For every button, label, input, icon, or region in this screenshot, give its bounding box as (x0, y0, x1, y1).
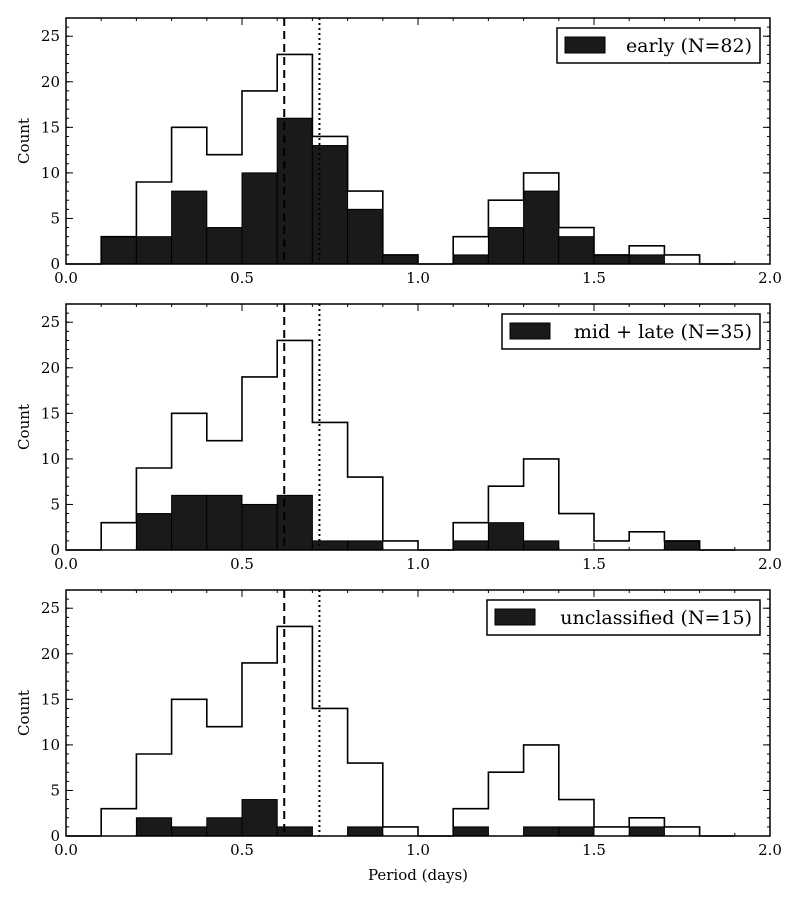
y-tick-label: 5 (50, 209, 60, 227)
y-tick-label: 5 (50, 781, 60, 799)
legend-label: unclassified (N=15) (560, 607, 752, 629)
subset-bar (206, 817, 243, 837)
y-tick-label: 0 (50, 827, 60, 845)
subset-bar (487, 522, 525, 551)
subset-bar (276, 826, 313, 837)
y-tick-label: 10 (41, 736, 60, 754)
subset-bar (558, 236, 595, 265)
subset-bar (241, 503, 278, 551)
y-tick-label: 0 (50, 255, 60, 273)
y-tick-label: 25 (41, 27, 60, 45)
y-axis-label: Count (15, 690, 33, 736)
y-tick-label: 25 (41, 599, 60, 617)
subset-bar (487, 227, 525, 265)
y-tick-label: 15 (41, 690, 60, 708)
x-tick-label: 2.0 (758, 841, 782, 859)
y-tick-label: 20 (41, 645, 60, 663)
legend-label: mid + late (N=35) (574, 321, 752, 343)
subset-bar (171, 190, 208, 265)
subset-bar (135, 513, 173, 551)
x-tick-label: 2.0 (758, 269, 782, 287)
subset-bar (276, 494, 313, 551)
legend-swatch (564, 36, 606, 54)
legend-label: early (N=82) (626, 35, 752, 57)
y-tick-label: 20 (41, 359, 60, 377)
panel-early: 0.0 0.5 1.0 1.5 2.0 0 5 10 15 20 25 Count early (N=8… (15, 17, 782, 287)
all-stars-outline (66, 53, 735, 265)
y-tick-label: 0 (50, 541, 60, 559)
y-tick-label: 10 (41, 450, 60, 468)
subset-bar (171, 494, 208, 551)
y-tick-label: 10 (41, 164, 60, 182)
subset-bar (523, 190, 560, 265)
subset-bar (347, 540, 384, 551)
panel-unclassified: 0.0 0.5 1.0 1.5 2.0 0 5 10 15 20 25 Count unclassifi… (15, 589, 782, 859)
x-tick-label: 1.5 (582, 269, 606, 287)
panel-mid-late: 0.0 0.5 1.0 1.5 2.0 0 5 10 15 20 25 Count mid + late… (15, 303, 782, 573)
plot-frame (65, 17, 771, 265)
x-tick-label: 1.5 (582, 555, 606, 573)
subset-bar (311, 540, 349, 551)
x-tick-label: 1.0 (406, 269, 430, 287)
subset-bar (628, 826, 665, 837)
x-tick-label: 0.5 (230, 841, 254, 859)
subset-bar (100, 236, 137, 265)
x-tick-label: 1.0 (406, 555, 430, 573)
legend-box (556, 27, 761, 64)
subset-bar (276, 117, 313, 265)
subset-bar (347, 208, 384, 265)
y-tick-label: 15 (41, 404, 60, 422)
subset-bar (135, 817, 173, 837)
subset-bar (558, 826, 595, 837)
subset-bar (452, 254, 489, 265)
y-tick-label: 20 (41, 73, 60, 91)
y-axis-label: Count (15, 404, 33, 450)
x-tick-label: 0.5 (230, 269, 254, 287)
legend-swatch (494, 608, 536, 626)
y-axis-label: Count (15, 118, 33, 164)
subset-bar (135, 236, 173, 265)
subset-bar (452, 826, 489, 837)
subset-bar (241, 172, 278, 265)
x-tick-label: 0.0 (54, 555, 78, 573)
plot-frame (65, 303, 771, 551)
subset-bar (382, 254, 419, 265)
y-tick-label: 5 (50, 495, 60, 513)
all-stars-outline (66, 625, 735, 837)
subset-bar (206, 494, 243, 551)
y-tick-label: 15 (41, 118, 60, 136)
subset-bar (663, 540, 701, 551)
subset-bar (523, 826, 560, 837)
x-tick-label: 0.0 (54, 841, 78, 859)
subset-bar (311, 145, 349, 265)
subset-bar (171, 826, 208, 837)
subset-bar (347, 826, 384, 837)
subset-bar (452, 540, 489, 551)
x-axis-label: Period (days) (368, 866, 468, 884)
y-tick-label: 25 (41, 313, 60, 331)
subset-bar (206, 227, 243, 265)
subset-bar (523, 540, 560, 551)
all-stars-outline (66, 339, 735, 551)
x-tick-label: 2.0 (758, 555, 782, 573)
legend-swatch (509, 322, 551, 340)
x-tick-label: 1.0 (406, 841, 430, 859)
subset-bar (241, 799, 278, 837)
subset-bar (628, 254, 665, 265)
subset-bar (593, 254, 630, 265)
plot-frame (65, 589, 771, 837)
x-tick-label: 1.5 (582, 841, 606, 859)
x-tick-label: 0.0 (54, 269, 78, 287)
x-tick-label: 0.5 (230, 555, 254, 573)
